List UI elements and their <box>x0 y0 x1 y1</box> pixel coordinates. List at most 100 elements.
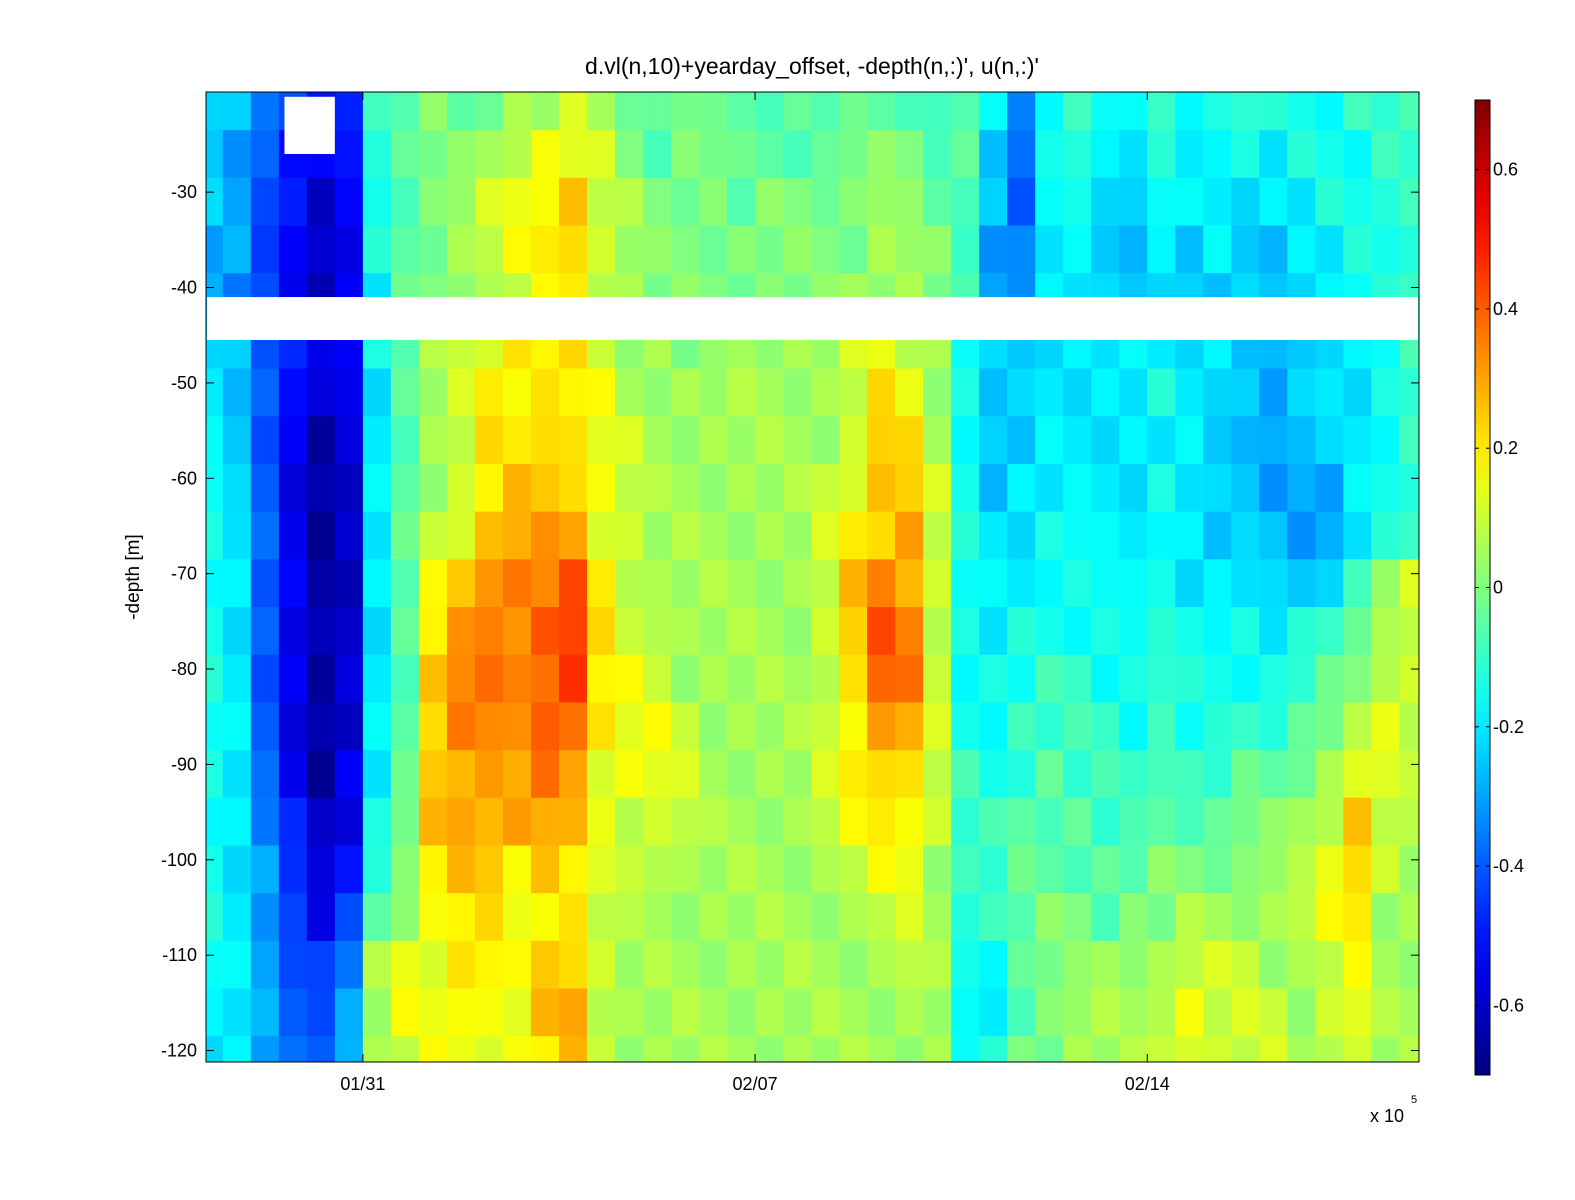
heatmap-cell <box>425 1036 434 1062</box>
heatmap-cell <box>1217 92 1225 131</box>
heatmap-cell <box>530 463 539 513</box>
heatmap-cell <box>327 463 336 513</box>
heatmap-cell <box>993 177 1001 227</box>
heatmap-cell <box>902 463 910 513</box>
heatmap-cell <box>1217 1036 1225 1062</box>
heatmap-cell <box>551 320 560 370</box>
heatmap-cell <box>1322 416 1330 465</box>
heatmap-cell <box>622 940 630 990</box>
heatmap-cell <box>1014 368 1022 417</box>
heatmap-cell <box>439 797 448 847</box>
heatmap-cell <box>909 559 917 608</box>
heatmap-cell <box>1028 225 1036 274</box>
heatmap-cell <box>1371 559 1379 608</box>
heatmap-cell <box>706 607 714 656</box>
heatmap-cell <box>481 177 490 227</box>
heatmap-cell <box>1042 845 1050 894</box>
heatmap-cell <box>1378 845 1386 894</box>
heatmap-cell <box>1315 92 1323 131</box>
heatmap-cell <box>215 92 224 131</box>
heatmap-cell <box>1182 130 1190 179</box>
heatmap-cell <box>601 177 609 227</box>
heatmap-cell <box>509 893 518 942</box>
heatmap-cell <box>264 177 273 227</box>
heatmap-cell <box>264 130 273 179</box>
heatmap-cell <box>404 416 413 465</box>
heatmap-cell <box>1070 940 1078 990</box>
heatmap-cell <box>1049 177 1057 227</box>
heatmap-cell <box>944 845 952 894</box>
heatmap-cell <box>1119 845 1127 894</box>
heatmap-cell <box>1056 225 1064 274</box>
heatmap-cell <box>1371 607 1379 656</box>
heatmap-cell <box>306 130 315 179</box>
heatmap-cell <box>713 893 721 942</box>
heatmap-cell <box>1343 607 1351 656</box>
heatmap-cell <box>1413 988 1419 1037</box>
heatmap-cell <box>1301 845 1309 894</box>
heatmap-cell <box>572 702 581 751</box>
heatmap-cell <box>1021 702 1029 751</box>
heatmap-cell <box>748 940 756 990</box>
heatmap-cell <box>586 702 595 751</box>
heatmap-cell <box>762 1036 770 1062</box>
heatmap-cell <box>776 702 784 751</box>
heatmap-cell <box>1294 92 1302 131</box>
heatmap-cell <box>1308 130 1316 179</box>
heatmap-cell <box>495 940 504 990</box>
heatmap-cell <box>516 225 525 274</box>
heatmap-cell <box>846 940 854 990</box>
heatmap-cell <box>523 940 532 990</box>
heatmap-cell <box>1392 1036 1400 1062</box>
heatmap-cell <box>1098 1036 1106 1062</box>
heatmap-cell <box>271 130 280 179</box>
heatmap-cell <box>1175 1036 1183 1062</box>
heatmap-cell <box>1392 845 1400 894</box>
heatmap-cell <box>229 702 238 751</box>
heatmap-cell <box>1273 320 1281 370</box>
heatmap-cell <box>1126 654 1134 704</box>
heatmap-cell <box>299 130 308 179</box>
heatmap-cell <box>1371 225 1379 274</box>
heatmap-cell <box>516 511 525 560</box>
heatmap-cell <box>1000 750 1008 799</box>
heatmap-cell <box>1049 893 1057 942</box>
heatmap-cell <box>902 654 910 704</box>
heatmap-cell <box>551 225 560 274</box>
heatmap-cell <box>1175 463 1183 513</box>
heatmap-cell <box>720 511 728 560</box>
heatmap-cell <box>1336 1036 1344 1062</box>
heatmap-cell <box>488 702 497 751</box>
heatmap-cell <box>278 463 287 513</box>
heatmap-cell <box>860 511 868 560</box>
heatmap-cell <box>944 416 952 465</box>
heatmap-cell <box>362 607 371 656</box>
heatmap-cell <box>1112 750 1120 799</box>
heatmap-cell <box>1252 940 1260 990</box>
heatmap-cell <box>206 893 210 942</box>
heatmap-cell <box>1210 702 1218 751</box>
heatmap-cell <box>706 368 714 417</box>
heatmap-cell <box>608 225 616 274</box>
heatmap-cell <box>243 845 252 894</box>
heatmap-cell <box>369 320 378 370</box>
heatmap-cell <box>1336 368 1344 417</box>
y-tick-label: -50 <box>171 373 197 393</box>
heatmap-cell <box>629 511 637 560</box>
heatmap-cell <box>1217 845 1225 894</box>
heatmap-cell <box>972 940 980 990</box>
heatmap-cell <box>874 225 882 274</box>
heatmap-cell <box>1091 750 1099 799</box>
heatmap-cell <box>376 130 385 179</box>
heatmap-cell <box>671 511 679 560</box>
heatmap-cell <box>1105 559 1113 608</box>
heatmap-cell <box>727 988 735 1037</box>
heatmap-cell <box>762 177 770 227</box>
heatmap-cell <box>257 130 266 179</box>
heatmap-cell <box>895 177 903 227</box>
heatmap-cell <box>692 225 700 274</box>
heatmap-cell <box>537 845 546 894</box>
heatmap-cell <box>523 416 532 465</box>
heatmap-cell <box>1294 607 1302 656</box>
heatmap-cell <box>1196 940 1204 990</box>
